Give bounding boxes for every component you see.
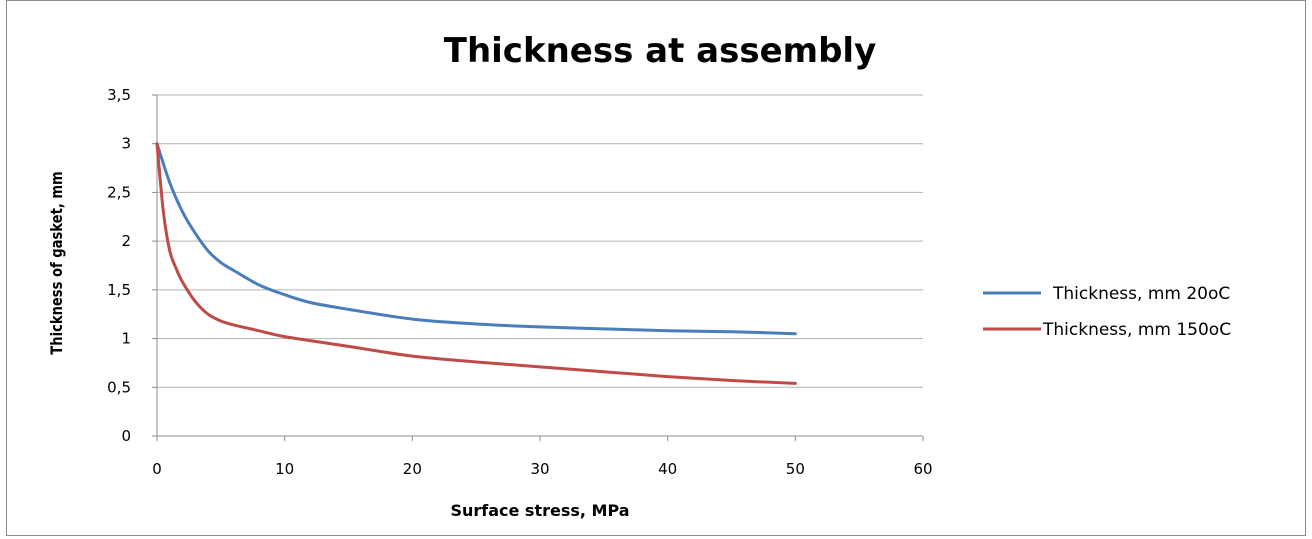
y-axis-title: Thickness of gasket, mm [48, 171, 67, 354]
legend-label-2: Thickness, mm 150oC [1042, 320, 1231, 340]
chart-frame: Thickness at assembly 0 0,5 1 1,5 2 2,5 3 3,5 0… [6, 0, 1306, 536]
x-tick-label: 40 [658, 460, 677, 478]
x-tick-label: 0 [152, 460, 162, 478]
legend-label-1: Thickness, mm 20oC [1052, 284, 1230, 304]
chart-title: Thickness at assembly [444, 31, 877, 71]
x-axis-title: Surface stress, MPa [450, 501, 629, 520]
line-chart: Thickness at assembly 0 0,5 1 1,5 2 2,5 3 3,5 0… [48, 31, 1231, 520]
y-tick-label: 3 [121, 135, 131, 153]
y-tick-label: 1,5 [107, 281, 131, 299]
y-tick-label: 2,5 [107, 183, 131, 201]
y-tick-label: 3,5 [107, 86, 131, 104]
series-line-1 [155, 142, 797, 336]
y-tick-label: 0 [121, 427, 131, 445]
x-tick-label: 30 [530, 460, 549, 478]
y-tick-label: 1 [121, 330, 131, 348]
x-tick-label: 50 [786, 460, 805, 478]
x-tick-label: 10 [275, 460, 294, 478]
y-tick-label: 2 [121, 232, 131, 250]
series-line-2 [155, 142, 797, 385]
series-layer [155, 142, 797, 385]
grid-layer [152, 94, 924, 441]
x-tick-label: 20 [403, 460, 422, 478]
y-tick-labels: 0 0,5 1 1,5 2 2,5 3 3,5 [107, 86, 131, 445]
legend: Thickness, mm 20oC Thickness, mm 150oC [983, 284, 1231, 340]
axes-layer [156, 95, 923, 437]
y-tick-label: 0,5 [107, 378, 131, 396]
x-tick-labels: 0 10 20 30 40 50 60 [152, 460, 932, 478]
x-tick-label: 60 [913, 460, 932, 478]
